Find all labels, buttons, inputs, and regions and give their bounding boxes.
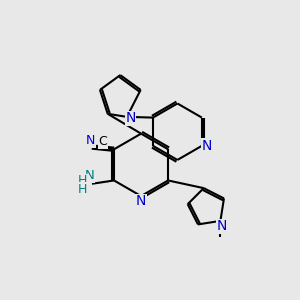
Text: N: N [86,134,95,147]
Text: N: N [125,111,136,125]
Text: H: H [78,183,87,196]
Text: N: N [85,169,94,182]
Text: C: C [99,135,107,148]
Text: N: N [217,219,227,233]
Text: N: N [202,139,212,153]
Text: N: N [136,194,146,208]
Text: H: H [78,174,87,187]
